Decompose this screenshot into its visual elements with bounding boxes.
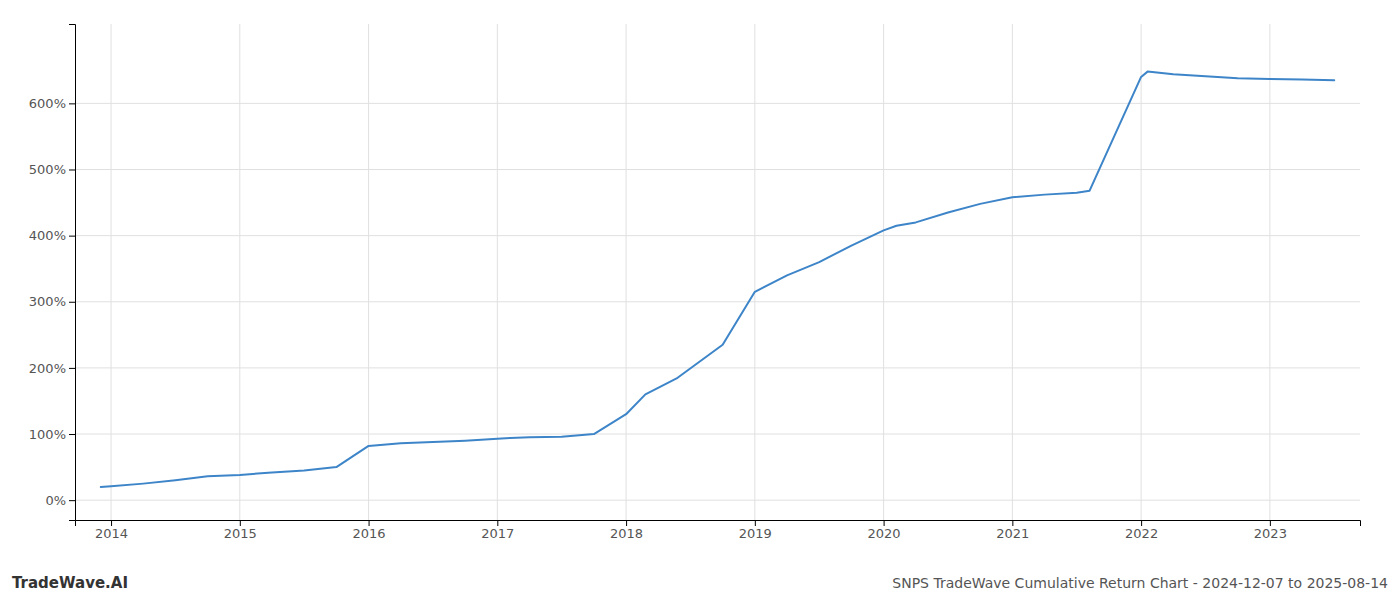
grid-line-x [239,24,240,520]
y-tick-label: 300% [29,294,66,309]
y-tick-label: 400% [29,228,66,243]
y-tick: 300% [29,294,75,309]
y-tick-mark [69,103,75,104]
grid-line-x [1141,24,1142,520]
x-tick-label: 2019 [739,526,772,541]
y-tick: 0% [45,493,75,508]
grid-line-x [626,24,627,520]
x-tick: 2018 [610,520,643,541]
x-tick-label: 2022 [1125,526,1158,541]
y-tick-label: 100% [29,427,66,442]
x-tick: 2022 [1125,520,1158,541]
x-tick-label: 2020 [868,526,901,541]
x-tick-label: 2021 [996,526,1029,541]
y-tick: 500% [29,162,75,177]
x-tick: 2021 [996,520,1029,541]
grid-line-x [754,24,755,520]
grid-line-y [75,434,1360,435]
x-tick-mark [369,520,370,526]
grid-line-y [75,103,1360,104]
x-tick-mark [884,520,885,526]
grid-line-y [75,301,1360,302]
y-tick-label: 500% [29,162,66,177]
grid-line-x [1269,24,1270,520]
y-tick-mark [69,169,75,170]
grid-line-y [75,500,1360,501]
x-tick-label: 2016 [353,526,386,541]
x-tick-mark [1012,520,1013,526]
y-axis: 0% 100% 200% 300% 400% 500% 600% [29,25,76,521]
y-tick: 200% [29,361,75,376]
x-tick-mark [111,520,112,526]
x-tick-label: 2018 [610,526,643,541]
y-tick-label: 0% [45,493,66,508]
x-tick-mark [626,520,627,526]
y-tick-label: 200% [29,361,66,376]
grid-line-y [75,169,1360,170]
y-tick-mark [69,302,75,303]
x-axis: 2014 2015 2016 2017 2018 2019 2020 2021 2022 2023 [76,520,1361,541]
x-tick-mark [1270,520,1271,526]
x-tick: 2020 [868,520,901,541]
x-tick: 2017 [481,520,514,541]
y-tick-mark [69,434,75,435]
line [101,72,1334,487]
y-tick-mark [69,368,75,369]
y-tick-label: 600% [29,96,66,111]
grid-line-x [883,24,884,520]
y-tick: 600% [29,96,75,111]
y-tick-mark [69,500,75,501]
marks [101,72,1334,487]
y-tick: 400% [29,228,75,243]
x-tick: 2015 [224,520,257,541]
y-tick: 100% [29,427,75,442]
x-tick-mark [240,520,241,526]
x-tick-label: 2015 [224,526,257,541]
x-tick: 2019 [739,520,772,541]
plot: 2014 2015 2016 2017 2018 2019 2020 2021 2022 2023… [29,24,1361,541]
grid-line-x [497,24,498,520]
title: SNPS TradeWave Cumulative Return Chart -… [892,575,1388,591]
grid-line-x [111,24,112,520]
grid-line-x [1012,24,1013,520]
chart: 2014 2015 2016 2017 2018 2019 2020 2021 2022 2023… [0,0,1400,600]
grid-line-y [75,367,1360,368]
grid-line-y [75,235,1360,236]
x-tick-mark [755,520,756,526]
x-tick: 2016 [353,520,386,541]
grid [75,24,1360,520]
y-axis-line [69,25,76,521]
watermark: TradeWave.AI [12,574,128,592]
x-tick: 2023 [1254,520,1287,541]
x-tick-mark [497,520,498,526]
x-tick-label: 2023 [1254,526,1287,541]
y-tick-mark [69,236,75,237]
x-tick-label: 2017 [481,526,514,541]
x-axis-line [76,521,1361,527]
x-tick-mark [1141,520,1142,526]
x-tick-label: 2014 [95,526,128,541]
x-tick: 2014 [95,520,128,541]
